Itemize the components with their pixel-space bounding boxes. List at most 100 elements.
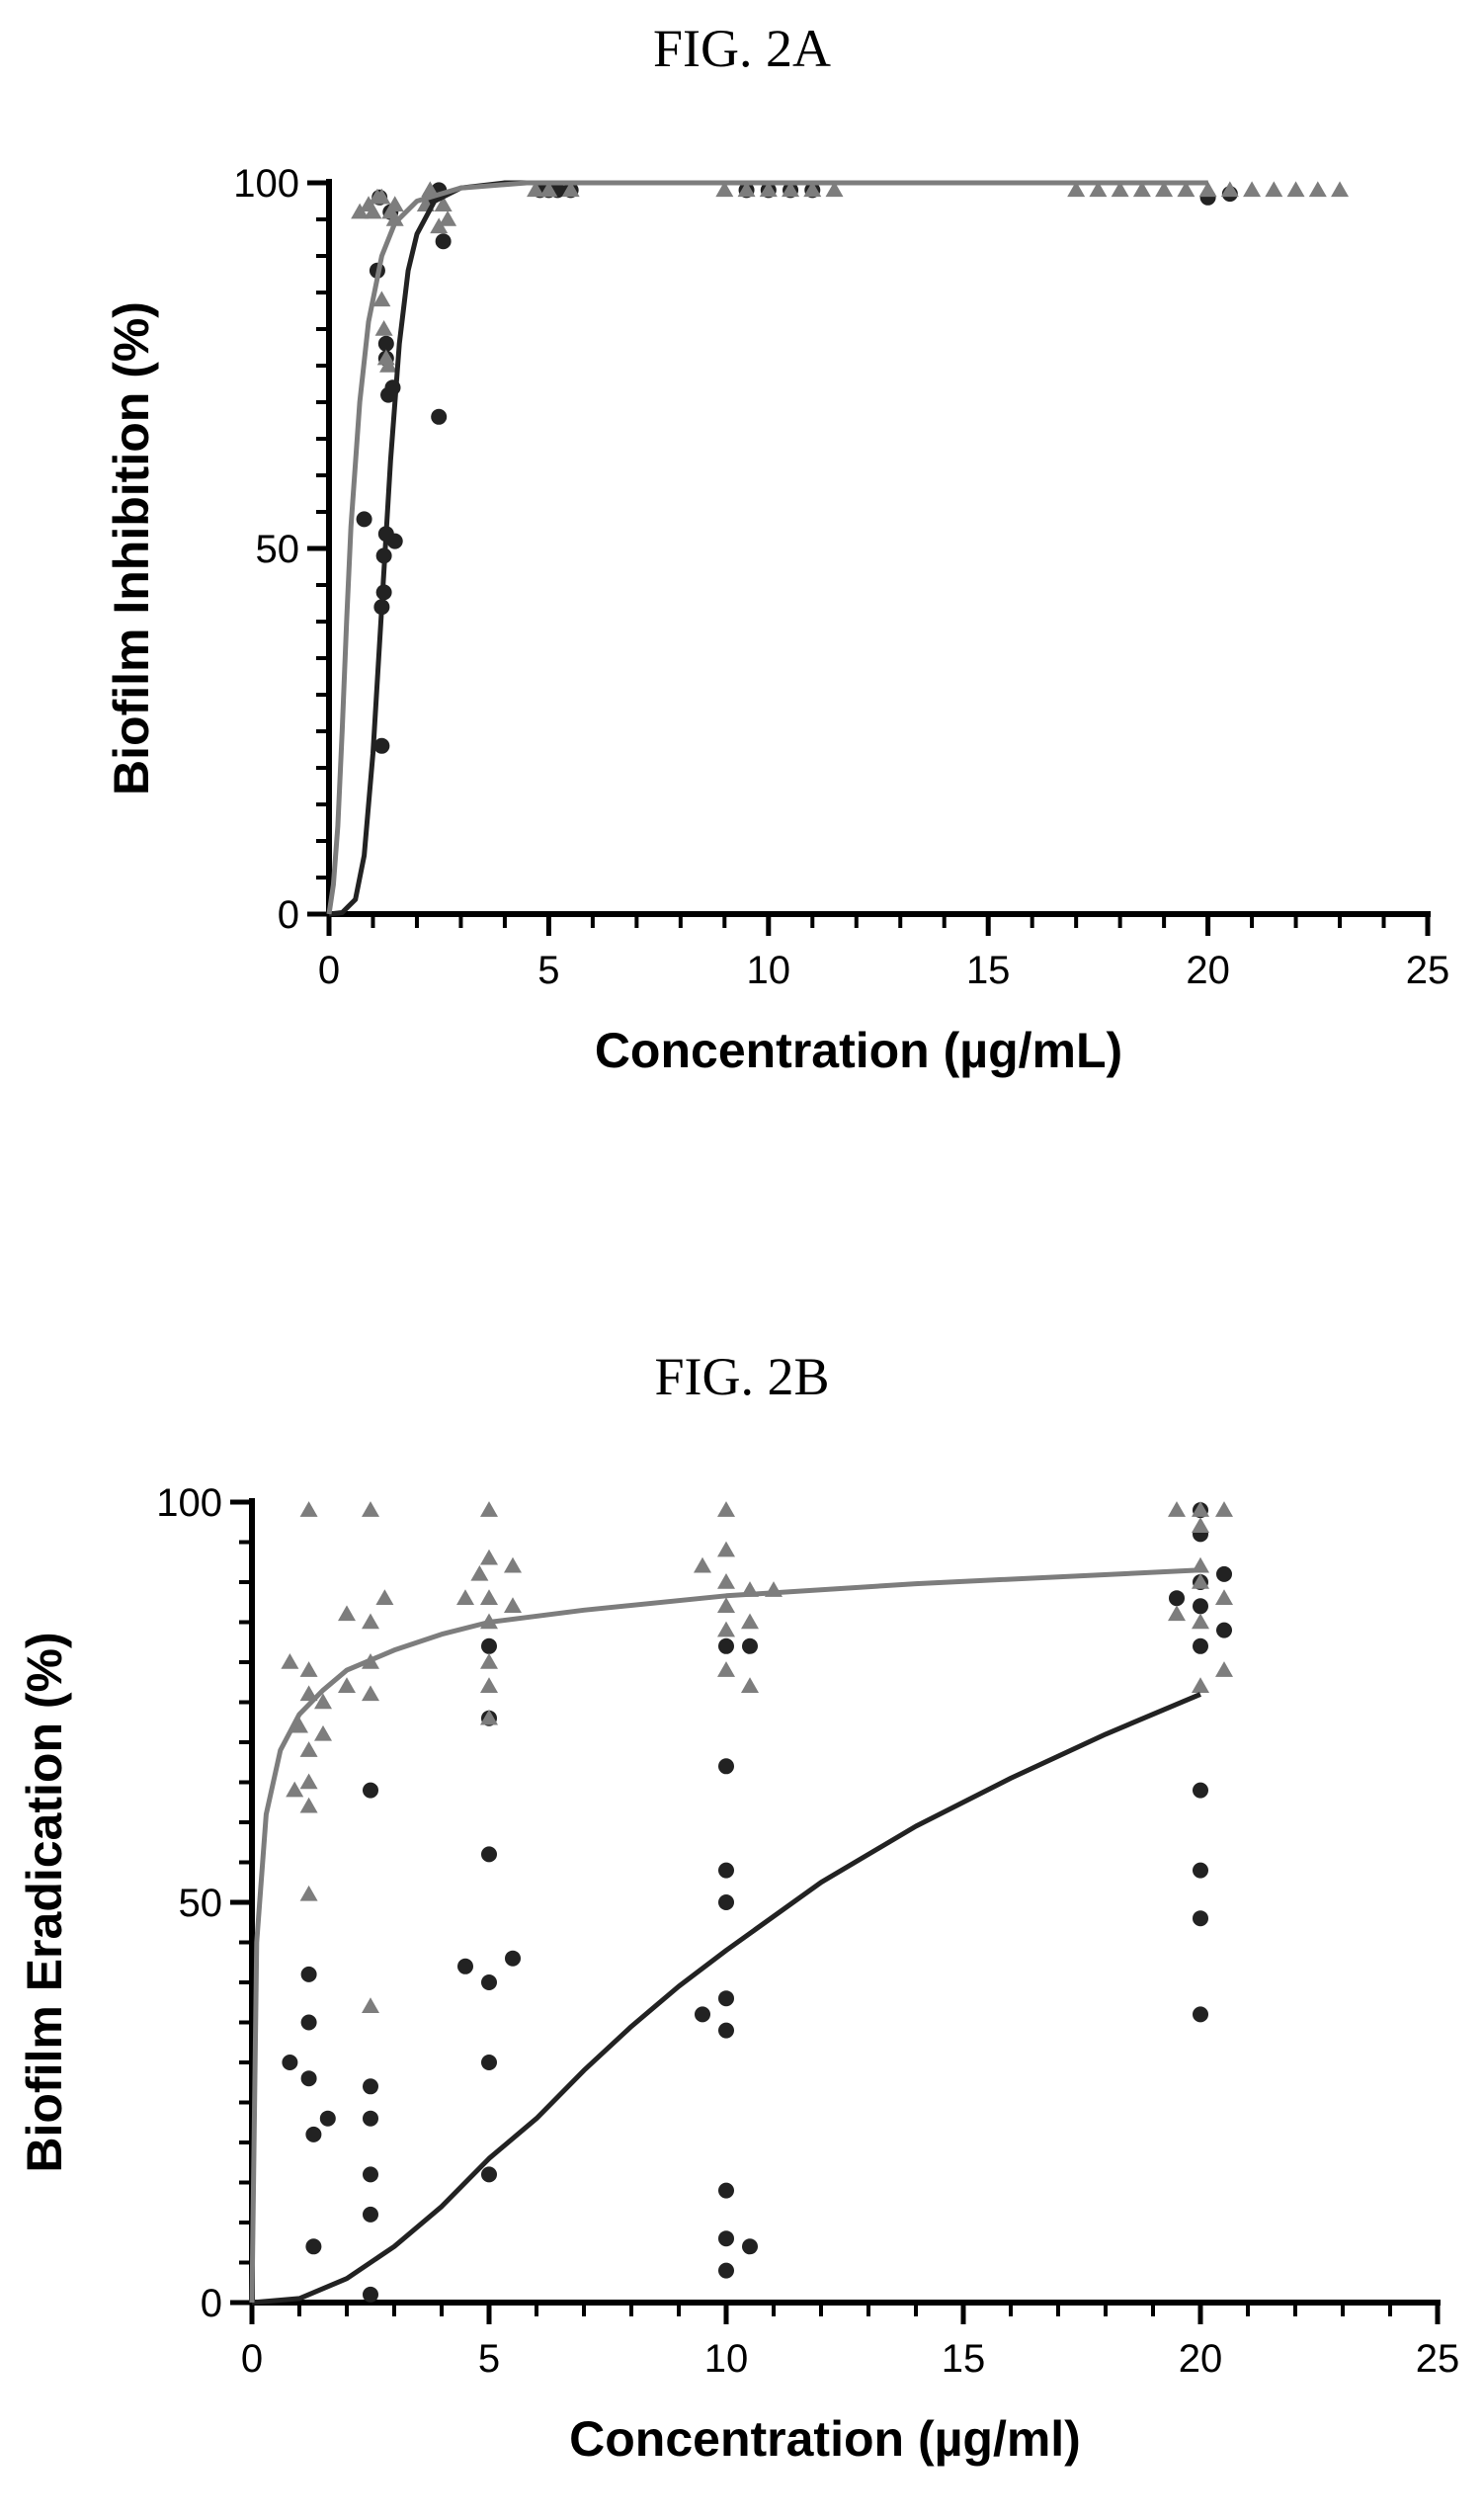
data-point-circle bbox=[435, 233, 452, 250]
data-point-circle bbox=[1216, 1565, 1232, 1582]
data-point-circle bbox=[481, 1637, 497, 1654]
data-point-triangle bbox=[299, 1773, 318, 1790]
fit-curve-dark bbox=[328, 180, 1208, 917]
y-tick-label: 100 bbox=[233, 162, 299, 206]
x-tick-label: 20 bbox=[1186, 949, 1230, 992]
data-point-circle bbox=[305, 2238, 322, 2255]
y-tick-label: 0 bbox=[201, 2282, 222, 2325]
data-point-circle bbox=[1193, 1862, 1208, 1879]
data-point-triangle bbox=[439, 210, 457, 226]
data-point-circle bbox=[718, 2022, 734, 2039]
data-point-circle bbox=[363, 1782, 378, 1799]
data-point-triangle bbox=[364, 203, 382, 219]
data-point-triangle bbox=[717, 1573, 735, 1589]
x-tick-label: 5 bbox=[537, 949, 559, 992]
data-point-triangle bbox=[717, 1621, 735, 1637]
data-point-triangle bbox=[737, 181, 756, 198]
data-point-triangle bbox=[803, 181, 822, 198]
data-point-triangle bbox=[1192, 1501, 1209, 1517]
x-tick-label: 0 bbox=[241, 2337, 263, 2381]
data-point-triangle bbox=[314, 1724, 332, 1741]
y-tick-label: 50 bbox=[179, 1882, 223, 1925]
data-point-triangle bbox=[372, 291, 391, 307]
data-point-triangle bbox=[299, 1501, 318, 1517]
data-point-triangle bbox=[480, 1709, 498, 1725]
x-axis-title: Concentration (µg/mL) bbox=[595, 1023, 1122, 1078]
data-point-triangle bbox=[470, 1564, 489, 1581]
data-point-circle bbox=[319, 2110, 336, 2127]
x-tick-label: 0 bbox=[318, 949, 340, 992]
data-point-circle bbox=[1169, 1590, 1185, 1607]
data-point-triangle bbox=[825, 181, 844, 198]
y-axis-title: Biofilm Eradication (%) bbox=[17, 1632, 72, 2172]
data-point-circle bbox=[1216, 1622, 1232, 1638]
figure-2a-label: FIG. 2A bbox=[652, 19, 831, 78]
data-point-triangle bbox=[338, 1605, 356, 1622]
data-point-triangle bbox=[741, 1677, 759, 1694]
data-point-triangle bbox=[480, 1589, 498, 1605]
data-point-triangle bbox=[1215, 1661, 1233, 1677]
figure-2b-label: FIG. 2B bbox=[654, 1347, 830, 1406]
data-point-circle bbox=[305, 2126, 322, 2142]
data-point-triangle bbox=[1192, 1677, 1209, 1694]
data-point-triangle bbox=[1168, 1605, 1186, 1622]
data-point-triangle bbox=[290, 1717, 308, 1733]
data-point-triangle bbox=[385, 196, 404, 211]
x-tick-label: 25 bbox=[1416, 2337, 1460, 2381]
data-point-circle bbox=[718, 2230, 734, 2247]
data-point-triangle bbox=[782, 181, 800, 198]
data-point-triangle bbox=[362, 1997, 379, 2014]
data-point-circle bbox=[373, 737, 390, 754]
data-point-triangle bbox=[527, 181, 545, 198]
data-point-triangle bbox=[338, 1677, 356, 1694]
data-point-circle bbox=[1193, 1910, 1208, 1927]
fit-curve-grey bbox=[326, 180, 1208, 915]
data-point-circle bbox=[363, 2078, 378, 2095]
data-point-triangle bbox=[362, 1685, 379, 1702]
x-tick-label: 15 bbox=[966, 949, 1011, 992]
fit-curve-dark bbox=[251, 1692, 1201, 2306]
data-point-circle bbox=[1193, 2006, 1208, 2023]
data-point-triangle bbox=[385, 210, 404, 226]
data-point-circle bbox=[363, 2166, 378, 2183]
x-tick-label: 15 bbox=[942, 2337, 986, 2381]
data-point-triangle bbox=[1308, 181, 1327, 198]
data-point-circle bbox=[377, 335, 394, 352]
x-tick-label: 20 bbox=[1179, 2337, 1223, 2381]
data-point-triangle bbox=[281, 1653, 299, 1669]
data-point-triangle bbox=[362, 1501, 379, 1517]
data-point-circle bbox=[718, 2182, 734, 2199]
data-point-circle bbox=[431, 408, 448, 425]
y-axis-title: Biofilm Inhibition (%) bbox=[104, 301, 159, 796]
data-point-triangle bbox=[351, 203, 370, 219]
data-point-circle bbox=[363, 2286, 378, 2303]
data-point-triangle bbox=[504, 1556, 522, 1573]
data-point-circle bbox=[300, 2070, 317, 2087]
data-point-circle bbox=[481, 2055, 497, 2070]
data-point-triangle bbox=[1265, 181, 1283, 198]
data-point-circle bbox=[300, 2014, 317, 2031]
x-tick-label: 10 bbox=[747, 949, 791, 992]
data-point-triangle bbox=[1220, 181, 1239, 198]
data-point-circle bbox=[481, 1974, 497, 1990]
data-point-triangle bbox=[1132, 181, 1151, 198]
chart-biofilm-eradication: 0 5 10 15 20 25 0 50 100 Concentration (µg/ml) Bio… bbox=[17, 1481, 1459, 2467]
data-point-circle bbox=[718, 1758, 734, 1775]
x-tick-label: 5 bbox=[478, 2337, 500, 2381]
data-point-circle bbox=[363, 2206, 378, 2223]
data-point-circle bbox=[695, 2006, 710, 2023]
data-point-triangle bbox=[717, 1661, 735, 1677]
data-point-triangle bbox=[717, 1541, 735, 1557]
data-point-triangle bbox=[1286, 181, 1305, 198]
data-point-circle bbox=[742, 2238, 758, 2255]
data-point-triangle bbox=[1177, 181, 1195, 198]
data-point-triangle bbox=[299, 1741, 318, 1757]
data-point-triangle bbox=[375, 1589, 394, 1605]
x-tick-label: 10 bbox=[704, 2337, 749, 2381]
data-point-triangle bbox=[1155, 181, 1174, 198]
data-point-triangle bbox=[1192, 1517, 1209, 1534]
x-axis-title: Concentration (µg/ml) bbox=[569, 2411, 1081, 2467]
data-point-circle bbox=[282, 2055, 298, 2070]
data-point-triangle bbox=[1111, 181, 1129, 198]
data-point-triangle bbox=[504, 1597, 522, 1614]
